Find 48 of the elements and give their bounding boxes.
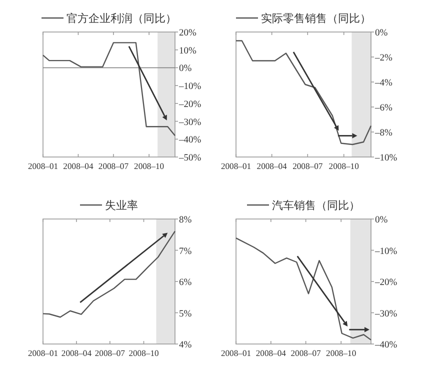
y-tick-label: 0% [179,64,192,74]
y-tick-label: –8% [374,128,392,138]
x-tick-label: 2008–01 [220,348,252,358]
legend: 官方企业利润（同比） [42,13,176,25]
x-tick-label: 2008–04 [61,348,92,358]
x-tick-label: 2008–04 [256,348,287,358]
y-tick-label: –4% [374,78,392,88]
x-tick-label: 2008–10 [128,348,159,358]
x-tick-label: 2008–01 [220,161,252,171]
x-tick-label: 2008–10 [326,348,356,358]
x-tick-label: 2008–01 [28,348,58,358]
y-tick-label: 0% [375,28,388,38]
x-tick-label: 2008–04 [63,161,94,171]
y-tick-label: –6% [374,104,392,114]
y-tick-label: –10% [374,154,398,164]
y-tick-label: –20% [178,100,202,110]
x-tick-label: 2008–01 [28,161,58,171]
x-tick-label: 2008–10 [134,161,164,171]
legend: 失业率 [80,200,138,212]
legend-label: 汽车销售（同比） [272,199,360,212]
legend-label: 实际零售销售（同比） [261,12,371,25]
y-tick-label: 5% [179,309,192,320]
x-tick-label: 2008–10 [328,161,359,171]
y-tick-label: –30% [178,118,202,128]
x-tick-label: 2008–07 [292,161,324,171]
y-tick-label: –50% [178,154,202,164]
x-tick-label: 2008–04 [256,161,288,171]
y-tick-label: 0% [375,216,388,226]
x-tick-label: 2008–07 [94,348,126,358]
y-tick-label: –40% [178,136,202,146]
legend-label: 官方企业利润（同比） [66,12,176,25]
y-tick-label: –10% [178,82,202,92]
y-tick-label: 10% [179,46,196,56]
legend: 实际零售销售（同比） [236,13,371,25]
legend-label: 失业率 [105,199,138,212]
y-tick-label: –40% [374,340,398,350]
y-tick-label: 20% [179,28,196,38]
legend: 汽车销售（同比） [247,200,360,212]
y-tick-label: 7% [179,246,192,257]
x-tick-label: 2008–07 [98,161,130,171]
y-tick-label: –30% [374,309,398,320]
y-tick-label: 6% [179,278,192,288]
y-tick-label: –10% [374,246,398,257]
y-tick-label: 4% [179,340,192,350]
y-tick-label: –2% [374,54,392,64]
y-tick-label: 8% [179,216,192,226]
y-tick-label: –20% [374,278,398,288]
x-tick-label: 2008–07 [290,348,322,358]
